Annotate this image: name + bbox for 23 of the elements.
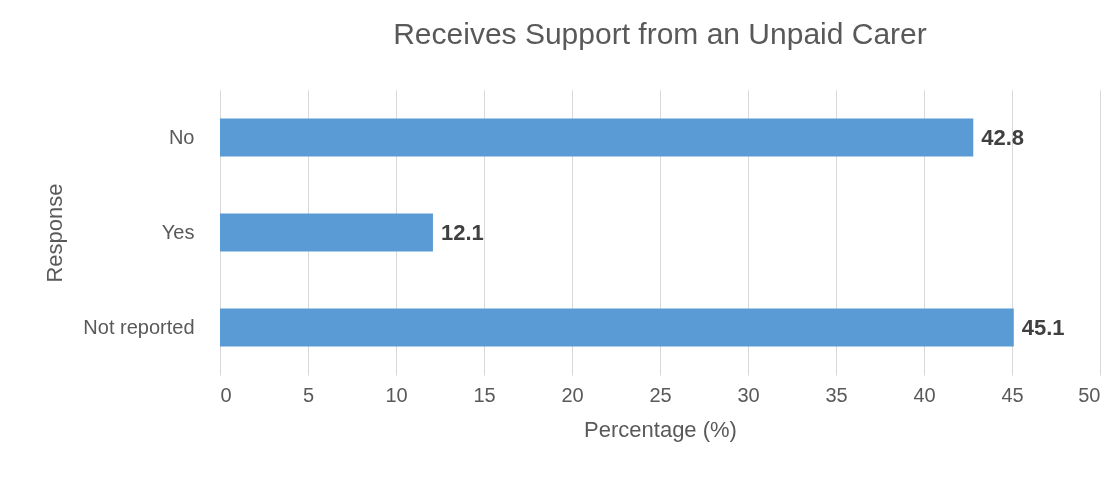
- bar: [220, 213, 433, 252]
- x-tick-label: 0: [220, 383, 232, 406]
- x-tick-label: 35: [825, 383, 848, 406]
- bar: [220, 118, 974, 157]
- y-axis-title: Response: [42, 183, 68, 283]
- x-tick-label: 5: [302, 383, 315, 406]
- y-tick-label: Not reported: [83, 315, 195, 338]
- bar: [220, 308, 1014, 347]
- y-tick-label: Yes: [161, 220, 195, 243]
- data-label: 12.1: [440, 219, 484, 245]
- x-tick-label: 45: [1001, 383, 1024, 406]
- x-tick-label: 10: [385, 383, 408, 406]
- x-tick-label: 25: [649, 383, 672, 406]
- x-tick-label: 20: [561, 383, 584, 406]
- data-label: 42.8: [981, 124, 1025, 150]
- x-axis-title: Percentage (%): [584, 416, 737, 442]
- x-tick-label: 15: [473, 383, 496, 406]
- y-tick-label: No: [168, 125, 195, 148]
- chart-title: Receives Support from an Unpaid Carer: [393, 17, 927, 50]
- data-label: 45.1: [1021, 314, 1065, 340]
- x-tick-label: 40: [913, 383, 936, 406]
- x-tick-label: 50: [1078, 383, 1101, 406]
- x-tick-label: 30: [737, 383, 760, 406]
